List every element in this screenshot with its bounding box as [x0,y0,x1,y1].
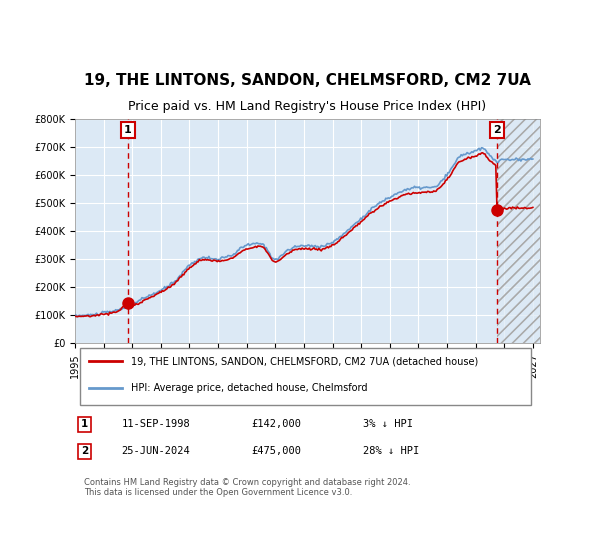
19, THE LINTONS, SANDON, CHELMSFORD, CM2 7UA (detached house) [71,312,79,319]
Text: Contains HM Land Registry data © Crown copyright and database right 2024.
This d: Contains HM Land Registry data © Crown c… [84,478,411,497]
HPI: Average price, detached house, Chelmsford: (2.02e+03, 6.97e+05): Average price, detached house, Chelmsfor… [478,144,485,151]
FancyBboxPatch shape [80,348,531,405]
Bar [497,119,540,343]
Text: 1: 1 [80,419,88,429]
Text: 2: 2 [493,125,501,135]
Text: 19, THE LINTONS, SANDON, CHELMSFORD, CM2 7UA (detached house): 19, THE LINTONS, SANDON, CHELMSFORD, CM2… [131,356,478,366]
Text: 11-SEP-1998: 11-SEP-1998 [121,419,190,429]
Text: 28% ↓ HPI: 28% ↓ HPI [364,446,419,456]
19, THE LINTONS, SANDON, CHELMSFORD, CM2 7UA (detached house) [308,246,315,253]
HPI: Average price, detached house, Chelmsford: (2.03e+03, 6.57e+05): Average price, detached house, Chelmsfor… [529,156,536,162]
Text: 1: 1 [124,125,132,135]
19, THE LINTONS, SANDON, CHELMSFORD, CM2 7UA (detached house) [467,155,474,162]
Line: HPI: Average price, detached house, Chelmsford: HPI: Average price, detached house, Chel… [75,148,533,317]
Text: HPI: Average price, detached house, Chelmsford: HPI: Average price, detached house, Chel… [131,384,367,394]
HPI: Average price, detached house, Chelmsford: (2.02e+03, 6.79e+05): Average price, detached house, Chelmsfor… [467,150,474,156]
HPI: Average price, detached house, Chelmsford: (2.03e+03, 6.56e+05): Average price, detached house, Chelmsfor… [528,156,535,162]
19, THE LINTONS, SANDON, CHELMSFORD, CM2 7UA (detached house) [529,204,536,211]
19, THE LINTONS, SANDON, CHELMSFORD, CM2 7UA (detached house) [103,310,110,317]
Bar [497,119,540,343]
Text: 25-JUN-2024: 25-JUN-2024 [121,446,190,456]
19, THE LINTONS, SANDON, CHELMSFORD, CM2 7UA (detached house) [88,312,95,319]
19, THE LINTONS, SANDON, CHELMSFORD, CM2 7UA (detached house) [399,192,406,199]
Text: £142,000: £142,000 [252,419,302,429]
19, THE LINTONS, SANDON, CHELMSFORD, CM2 7UA (detached house) [528,204,535,211]
HPI: Average price, detached house, Chelmsford: (2.02e+03, 5.41e+05): Average price, detached house, Chelmsfor… [399,188,406,195]
HPI: Average price, detached house, Chelmsford: (2e+03, 1.01e+05): Average price, detached house, Chelmsfor… [88,311,95,318]
HPI: Average price, detached house, Chelmsford: (2e+03, 1.1e+05): Average price, detached house, Chelmsfor… [103,309,110,316]
Text: 3% ↓ HPI: 3% ↓ HPI [364,419,413,429]
Text: 19, THE LINTONS, SANDON, CHELMSFORD, CM2 7UA: 19, THE LINTONS, SANDON, CHELMSFORD, CM2… [84,73,531,87]
19, THE LINTONS, SANDON, CHELMSFORD, CM2 7UA (detached house) [87,313,94,320]
Text: 2: 2 [80,446,88,456]
HPI: Average price, detached house, Chelmsford: (2e+03, 1.01e+05): Average price, detached house, Chelmsfor… [71,311,79,318]
19, THE LINTONS, SANDON, CHELMSFORD, CM2 7UA (detached house) [479,150,486,156]
Line: 19, THE LINTONS, SANDON, CHELMSFORD, CM2 7UA (detached house): 19, THE LINTONS, SANDON, CHELMSFORD, CM2… [75,153,533,316]
HPI: Average price, detached house, Chelmsford: (2.01e+03, 3.49e+05): Average price, detached house, Chelmsfor… [308,242,315,249]
Text: £475,000: £475,000 [252,446,302,456]
Text: Price paid vs. HM Land Registry's House Price Index (HPI): Price paid vs. HM Land Registry's House … [128,100,487,113]
HPI: Average price, detached house, Chelmsford: (2e+03, 9.42e+04): Average price, detached house, Chelmsfor… [74,314,81,320]
